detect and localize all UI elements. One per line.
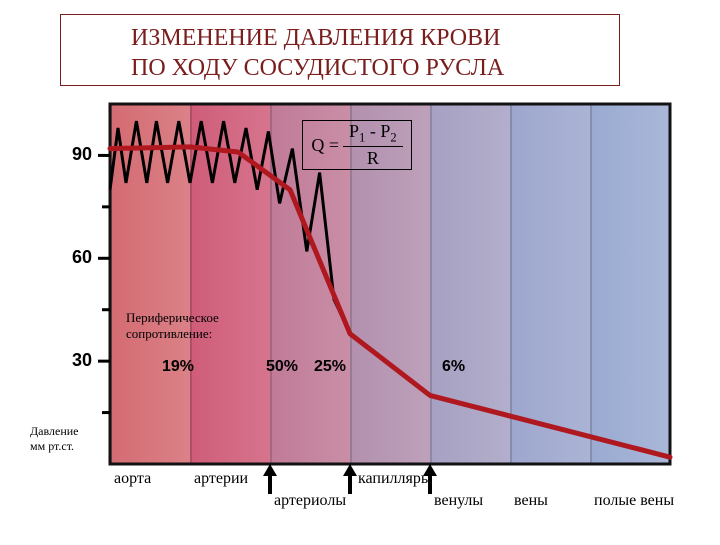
chart-area	[0, 0, 720, 545]
formula-denominator: R	[367, 147, 379, 169]
formula-numerator: P1 - P2	[343, 121, 403, 148]
vessel-label-1: артерии	[194, 470, 248, 488]
chart-svg	[0, 0, 720, 540]
vessel-label-5: вены	[514, 492, 548, 510]
vessel-label-0: аорта	[114, 470, 151, 488]
resistance-percent-1: 50%	[266, 358, 298, 376]
resistance-label: Периферическое сопротивление:	[126, 310, 219, 342]
y-axis-caption: Давление мм рт.ст.	[30, 424, 105, 454]
vessel-label-6: полые вены	[594, 492, 674, 510]
vessel-label-2: артериолы	[274, 492, 346, 510]
y-tick-60: 60	[60, 247, 92, 268]
resistance-percent-3: 6%	[442, 358, 465, 376]
formula-fraction: P1 - P2 R	[343, 121, 403, 170]
formula-lhs: Q =	[311, 135, 339, 156]
y-tick-30: 30	[60, 350, 92, 371]
formula-box: Q = P1 - P2 R	[302, 120, 412, 170]
y-tick-90: 90	[60, 144, 92, 165]
vessel-label-3: капилляры	[358, 470, 432, 488]
vessel-label-4: венулы	[434, 492, 483, 510]
resistance-percent-0: 19%	[162, 358, 194, 376]
resistance-percent-2: 25%	[314, 358, 346, 376]
